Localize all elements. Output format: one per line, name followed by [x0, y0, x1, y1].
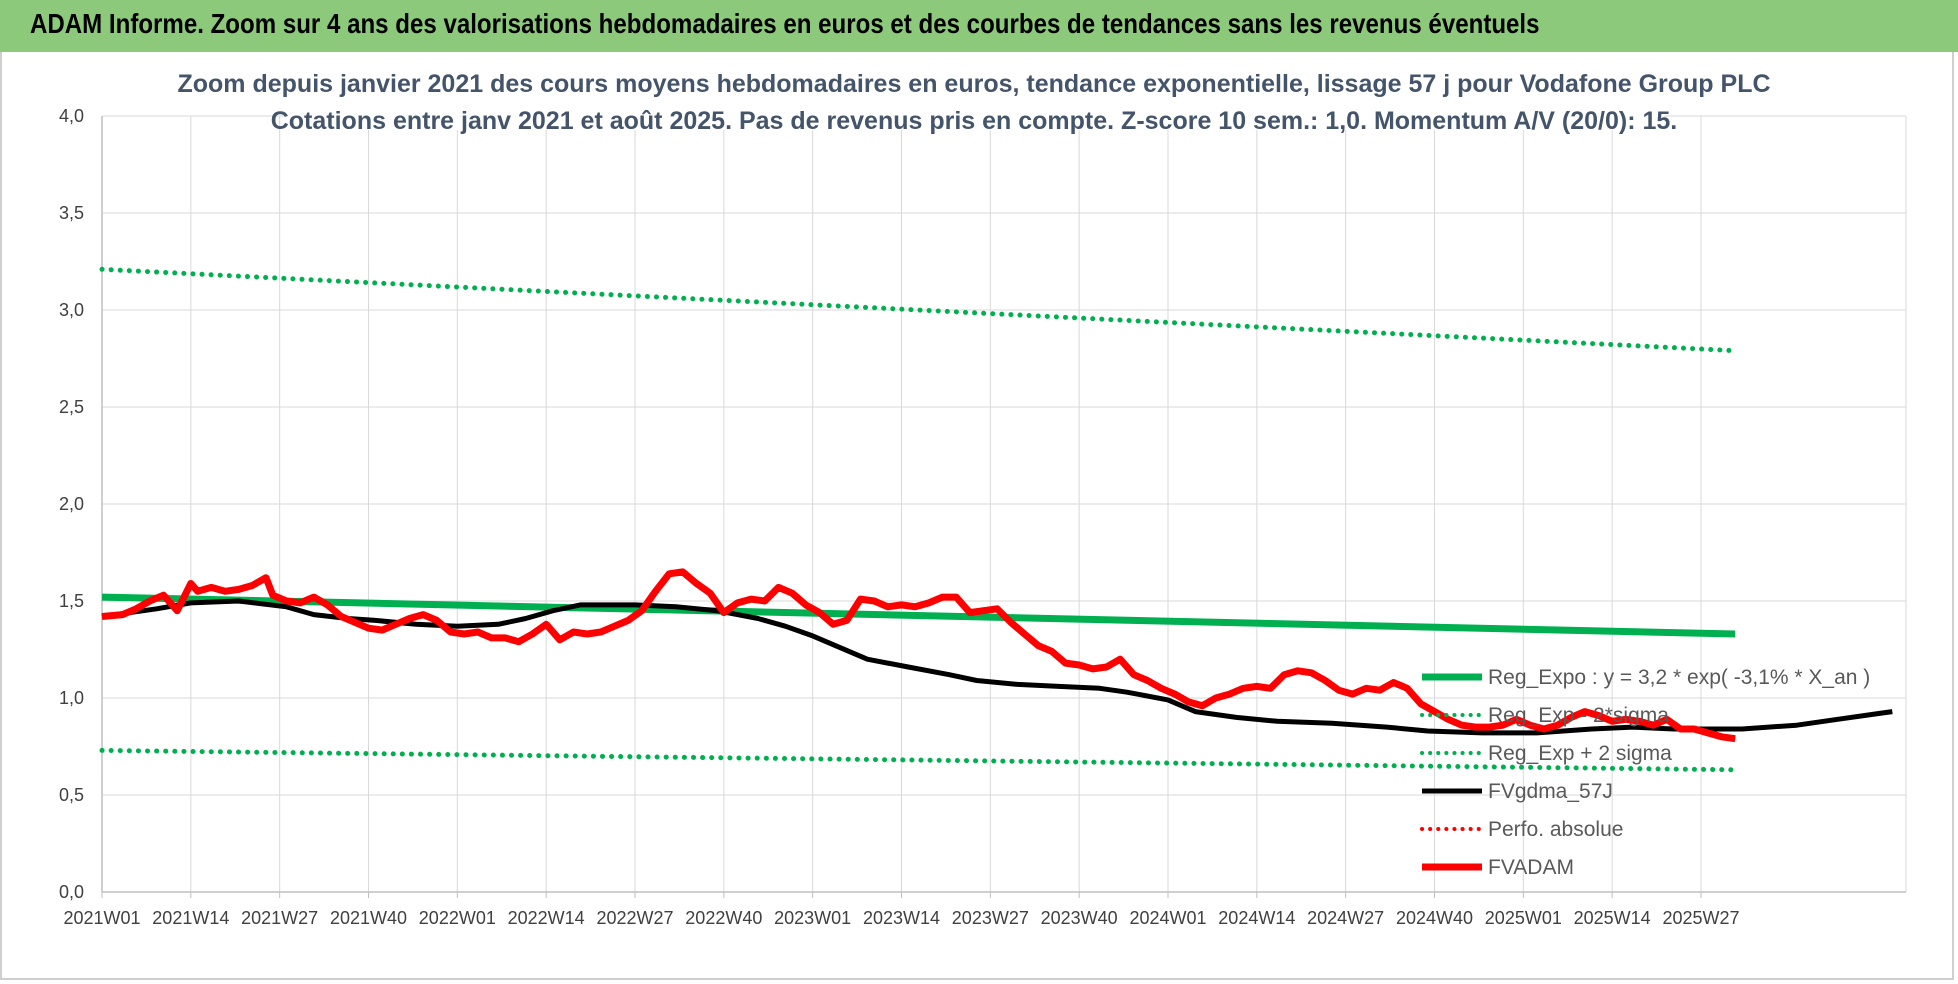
x-tick-label: 2022W27	[596, 908, 673, 928]
legend-label: Reg_Exp + 2 sigma	[1488, 742, 1672, 765]
x-tick-label: 2022W14	[508, 908, 585, 928]
x-tick-label: 2023W14	[863, 908, 940, 928]
x-tick-label: 2024W40	[1396, 908, 1473, 928]
series-line-reg-exp-2-sigma	[99, 266, 1738, 354]
series-line-fvadam	[101, 568, 1736, 743]
header-banner: ADAM Informe. Zoom sur 4 ans des valoris…	[0, 0, 1958, 52]
x-tick-label: 2023W27	[952, 908, 1029, 928]
y-tick-label: 0,0	[59, 882, 84, 902]
x-tick-label: 2025W14	[1574, 908, 1651, 928]
y-tick-label: 2,5	[59, 397, 84, 417]
y-tick-label: 1,5	[59, 591, 84, 611]
y-tick-label: 4,0	[59, 106, 84, 126]
x-tick-label: 2021W40	[330, 908, 407, 928]
legend-label: Perfo. absolue	[1488, 818, 1623, 841]
series-line-reg-expo-y-3-2-exp-3-1-x-an	[101, 593, 1736, 638]
chart-frame: 0,0 0,5 1,0 1,5 2,0 2,5 3,0 3,5 4,0 2021W01 2021W1…	[0, 52, 1954, 980]
axes: 0,0 0,5 1,0 1,5 2,0 2,5 3,0 3,5 4,0 2021W01 2021W1…	[59, 106, 1906, 928]
legend-label: Reg_Exp - 2*sigma	[1488, 704, 1669, 727]
x-tick-label: 2021W14	[152, 908, 229, 928]
y-tick-label: 2,0	[59, 494, 84, 514]
x-tick-label: 2023W01	[774, 908, 851, 928]
chart-title-line1: Zoom depuis janvier 2021 des cours moyen…	[177, 70, 1770, 98]
x-tick-label: 2023W40	[1041, 908, 1118, 928]
x-tick-label: 2024W01	[1129, 908, 1206, 928]
y-tick-label: 3,5	[59, 203, 84, 223]
header-title: ADAM Informe. Zoom sur 4 ans des valoris…	[30, 8, 1540, 39]
series-lines	[99, 266, 1893, 773]
x-tick-label: 2024W14	[1218, 908, 1295, 928]
legend-label: Reg_Expo : y = 3,2 * exp( -3,1% * X_an )	[1488, 666, 1870, 689]
series-line-reg-exp-2-sigma	[99, 747, 1738, 773]
y-tick-label: 3,0	[59, 300, 84, 320]
x-tick-label: 2022W01	[419, 908, 496, 928]
x-tick-label: 2021W27	[241, 908, 318, 928]
legend-label: FVgdma_57J	[1488, 780, 1613, 803]
y-tick-label: 1,0	[59, 688, 84, 708]
chart: 0,0 0,5 1,0 1,5 2,0 2,5 3,0 3,5 4,0 2021W01 2021W1…	[59, 60, 1907, 928]
grid	[101, 115, 1907, 892]
y-tick-label: 0,5	[59, 785, 84, 805]
title-background	[284, 60, 1664, 130]
x-tick-label: 2022W40	[685, 908, 762, 928]
x-tick-label: 2021W01	[63, 908, 140, 928]
x-tick-label: 2025W27	[1662, 908, 1739, 928]
legend-label: FVADAM	[1488, 856, 1574, 879]
legend: Reg_Expo : y = 3,2 * exp( -3,1% * X_an )…	[1420, 666, 1870, 879]
x-tick-label: 2025W01	[1485, 908, 1562, 928]
x-tick-label: 2024W27	[1307, 908, 1384, 928]
chart-title-line2: Cotations entre janv 2021 et août 2025. …	[271, 107, 1678, 135]
